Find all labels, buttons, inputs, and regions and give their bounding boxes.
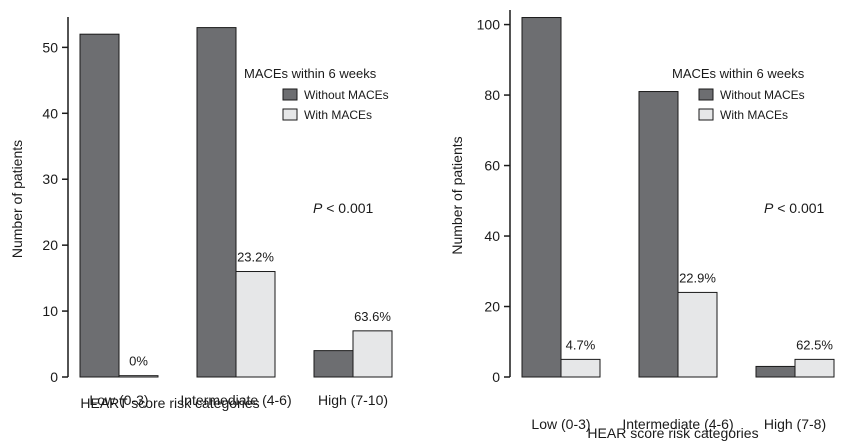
x-axis-title: HEART score risk categories [80, 395, 259, 411]
bar-with-maces [677, 291, 718, 378]
bar-without-maces [638, 91, 679, 378]
p-value-text: < 0.001 [773, 200, 824, 216]
x-category-label: Low (0-3) [89, 392, 148, 408]
legend-title: MACEs within 6 weeks [672, 66, 805, 81]
bar-with-maces [560, 358, 601, 378]
chart-panel-2: 0 20 40 60 80 100 Number of patients 4.7% Low (0… [449, 10, 835, 441]
y-tick-label: 0 [50, 369, 58, 385]
legend-title: MACEs within 6 weeks [244, 66, 377, 81]
y-tick-label: 10 [42, 303, 58, 319]
legend-label: Without MACEs [304, 88, 389, 102]
y-tick-label: 50 [42, 39, 58, 55]
data-label: 22.9% [679, 270, 716, 285]
data-label: 4.7% [566, 337, 596, 352]
bar-without-maces [79, 33, 120, 378]
bar-without-maces [313, 350, 354, 378]
y-tick-label: 60 [484, 158, 500, 174]
data-label: 23.2% [237, 250, 274, 265]
p-value-annotation: P < 0.001 [764, 200, 825, 216]
data-label: 62.5% [796, 337, 833, 352]
data-label: 0% [129, 354, 148, 369]
p-value-symbol: P [313, 200, 323, 216]
legend: MACEs within 6 weeks Without MACEs With MA… [244, 66, 389, 122]
p-value-symbol: P [764, 200, 774, 216]
p-value-annotation: P < 0.001 [313, 200, 374, 216]
legend: MACEs within 6 weeks Without MACEs With MA… [672, 66, 805, 122]
y-axis-title: Number of patients [9, 140, 25, 258]
x-axis-title: HEAR score risk categories [587, 425, 758, 441]
chart-panel-1: 0 10 20 30 40 50 Number of patients 0% Low (0-3)… [9, 17, 393, 411]
data-label: 63.6% [354, 309, 391, 324]
y-tick-label: 100 [477, 17, 501, 33]
y-tick-label: 30 [42, 171, 58, 187]
bar-with-maces [352, 330, 393, 378]
y-tick-label: 0 [492, 369, 500, 385]
legend-swatch [282, 108, 298, 121]
legend-label: With MACEs [304, 108, 372, 122]
y-tick-label: 80 [484, 87, 500, 103]
x-category-label: Intermediate (4-6) [622, 416, 733, 432]
bar-without-maces [755, 365, 796, 378]
bar-with-maces [235, 271, 276, 378]
x-category-label: Low (0-3) [531, 416, 590, 432]
bar-with-maces [794, 358, 835, 378]
legend-label: Without MACEs [720, 88, 805, 102]
x-category-label: Intermediate (4-6) [180, 392, 291, 408]
legend-label: With MACEs [720, 108, 788, 122]
y-tick-label: 20 [42, 237, 58, 253]
x-category-label: High (7-10) [318, 392, 388, 408]
p-value-text: < 0.001 [322, 200, 373, 216]
y-axis-title: Number of patients [449, 136, 465, 254]
legend-swatch [282, 88, 298, 101]
x-category-label: High (7-8) [764, 416, 826, 432]
y-tick-label: 40 [42, 105, 58, 121]
bar-without-maces [196, 27, 237, 378]
y-tick-label: 20 [484, 299, 500, 315]
bar-without-maces [521, 17, 562, 378]
y-tick-label: 40 [484, 228, 500, 244]
bar-with-maces [118, 375, 159, 378]
legend-swatch [698, 88, 714, 101]
legend-swatch [698, 108, 714, 121]
